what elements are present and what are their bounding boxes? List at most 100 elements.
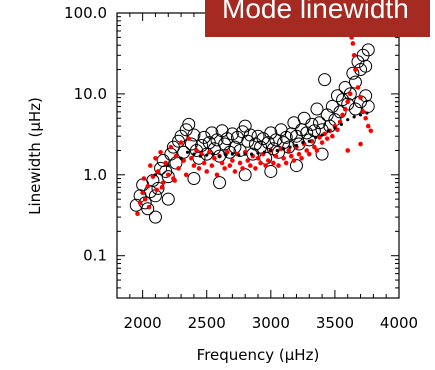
red-point	[186, 136, 192, 141]
open-circle-point	[197, 130, 211, 144]
open-circle-point	[318, 73, 332, 87]
open-circle-point	[148, 210, 162, 224]
red-point	[296, 151, 302, 157]
open-circle-point	[348, 75, 362, 89]
red-point	[358, 95, 363, 100]
open-circle-point	[182, 117, 196, 131]
red-point	[330, 133, 335, 139]
red-point	[201, 160, 207, 166]
black-dot-point	[333, 126, 337, 130]
open-circle-point	[223, 145, 237, 159]
black-dot-point	[211, 152, 215, 156]
open-circle-point	[187, 172, 201, 186]
red-point	[342, 106, 348, 112]
open-circle-point	[220, 132, 234, 146]
red-point	[291, 158, 297, 163]
red-point	[347, 91, 353, 97]
open-circle-point	[315, 147, 329, 161]
red-point	[214, 172, 220, 178]
x-tick-label: 4000	[380, 314, 418, 332]
black-dot-point	[262, 150, 267, 154]
black-dot-point	[217, 154, 222, 158]
open-circle-point	[213, 176, 227, 190]
red-point	[273, 153, 279, 159]
red-point	[137, 200, 143, 206]
x-tick-label: 2500	[188, 314, 226, 332]
red-point	[365, 123, 371, 129]
black-dot-point	[153, 173, 158, 177]
open-circle-point	[341, 97, 355, 111]
black-dot-point	[301, 141, 305, 145]
red-point	[304, 148, 310, 153]
red-point	[165, 172, 171, 178]
black-dot-point	[275, 148, 279, 153]
open-circle-point	[215, 124, 229, 138]
red-point	[281, 155, 286, 161]
red-point	[135, 211, 140, 217]
open-circle-point	[289, 159, 303, 173]
red-point	[368, 128, 374, 134]
red-point	[163, 160, 169, 166]
black-dot-point	[249, 152, 254, 156]
open-circle-point	[343, 87, 357, 101]
red-point	[271, 160, 276, 166]
red-point	[306, 151, 312, 157]
red-point	[350, 41, 356, 46]
open-circle-point	[348, 102, 362, 116]
red-point	[194, 148, 199, 153]
red-point	[227, 163, 233, 168]
title-banner: Mode linewidth	[205, 0, 430, 37]
title-banner-bg	[205, 0, 430, 37]
black-dot-point	[352, 115, 356, 119]
red-point	[178, 140, 184, 145]
red-point	[191, 163, 197, 168]
red-point	[335, 127, 340, 133]
red-point	[173, 153, 179, 159]
black-dot-point	[365, 111, 369, 115]
red-point	[240, 166, 245, 171]
red-point	[345, 148, 351, 153]
y-tick-label: 10.0	[74, 85, 107, 103]
y-tick-label: 1.0	[83, 166, 107, 184]
red-point	[314, 148, 320, 153]
red-point	[230, 158, 235, 163]
x-tick-label: 3000	[252, 314, 290, 332]
black-dot-point	[346, 118, 350, 122]
red-point	[146, 204, 152, 210]
red-point	[245, 158, 251, 163]
black-dot-point	[230, 152, 234, 156]
open-circle-point	[187, 128, 201, 142]
red-point	[181, 158, 186, 163]
black-dot-point	[198, 154, 202, 158]
red-point	[153, 155, 158, 161]
red-point	[258, 160, 263, 166]
black-dot-point	[166, 163, 170, 168]
red-point	[317, 135, 322, 140]
open-circle-point	[359, 59, 373, 73]
y-axis-title: Linewidth (μHz)	[26, 97, 44, 215]
red-point	[145, 184, 151, 189]
red-point	[360, 109, 366, 115]
open-circle-point	[346, 66, 360, 80]
black-dot-point	[294, 143, 299, 148]
red-point	[309, 138, 315, 144]
red-point	[183, 172, 189, 178]
red-point	[286, 148, 292, 153]
red-point	[289, 153, 294, 159]
red-point	[212, 155, 217, 161]
open-circle-point	[305, 117, 319, 131]
red-point	[206, 149, 212, 155]
open-circle-point	[310, 102, 324, 116]
red-point	[204, 169, 210, 174]
black-dot-point	[256, 151, 260, 155]
red-point	[140, 190, 145, 196]
black-dot-point	[224, 153, 228, 157]
red-point	[353, 67, 358, 72]
black-dot-point	[282, 147, 286, 151]
open-circle-point	[205, 126, 219, 140]
open-circle-point	[238, 168, 252, 182]
red-point	[154, 187, 160, 193]
open-circle-point	[161, 192, 175, 206]
black-dot-point	[288, 145, 292, 149]
